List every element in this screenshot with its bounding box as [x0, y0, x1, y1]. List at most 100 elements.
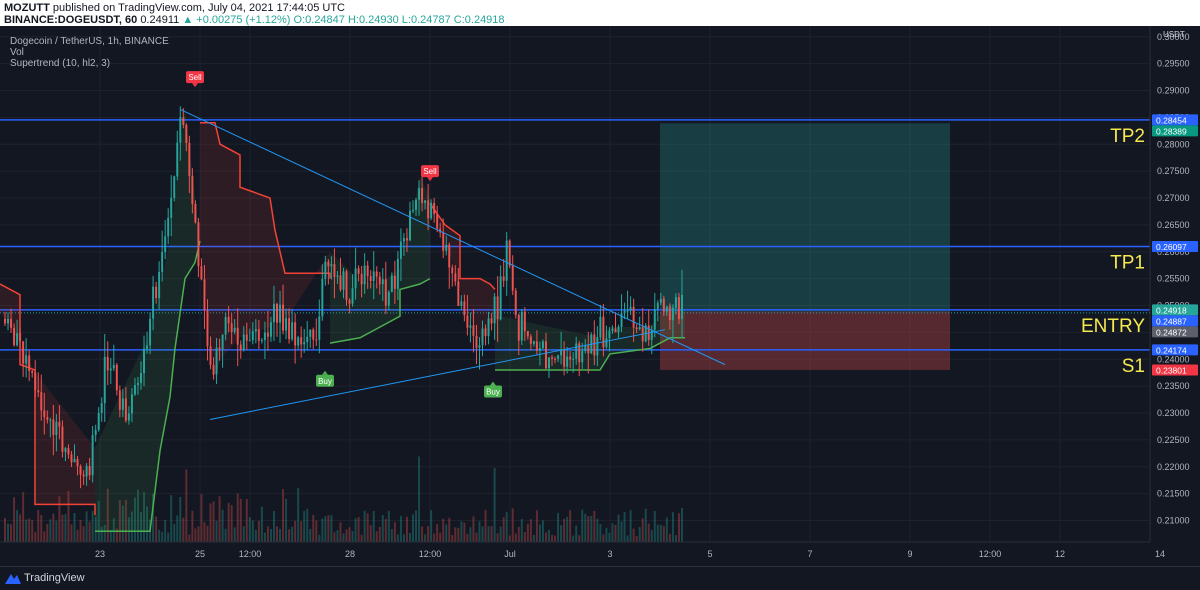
candle-body	[345, 271, 348, 301]
volume-bar	[514, 533, 517, 542]
volume-bar	[436, 524, 439, 542]
volume-bar	[182, 517, 185, 542]
author-name[interactable]: MOZUTT	[4, 2, 50, 14]
candle-body	[82, 474, 85, 477]
volume-bar	[575, 525, 578, 542]
signal-label: Sell	[423, 167, 437, 176]
volume-bar	[312, 514, 315, 542]
volume-bar	[360, 534, 363, 542]
candle-body	[143, 348, 146, 374]
volume-bar	[16, 510, 19, 542]
price-chart[interactable]: TP2 TP1 ENTRY S1 Sell Sell Buy Buy 0.30000 0.29…	[0, 26, 1200, 566]
volume-bar	[499, 526, 502, 542]
volume-bar	[554, 535, 557, 542]
volume-bar	[466, 533, 469, 542]
candle-body	[79, 466, 82, 475]
volume-bar	[121, 505, 124, 542]
candle-body	[656, 302, 659, 310]
volume-bar	[351, 531, 354, 542]
volume-bar	[650, 529, 653, 542]
volume-bar	[611, 523, 614, 542]
signal-badge	[421, 165, 439, 178]
volume-bar	[43, 531, 46, 542]
volume-bar	[306, 508, 309, 542]
candle-body	[532, 341, 535, 344]
price-label: 0.24174	[1156, 345, 1187, 355]
candle-body	[575, 343, 578, 359]
volume-bar	[608, 532, 611, 542]
price-tick-label: 0.27500	[1157, 166, 1190, 176]
volume-bar	[653, 510, 656, 542]
volume-bar	[677, 513, 680, 542]
volume-bar	[427, 526, 430, 542]
volume-bar	[106, 488, 109, 542]
price-label-badge	[1152, 304, 1198, 316]
candle-body	[596, 337, 599, 356]
volume-bar	[158, 529, 161, 542]
candle-body	[272, 303, 275, 323]
supertrend-fill	[330, 176, 430, 344]
candle-body	[215, 347, 218, 375]
volume-bar	[572, 535, 575, 542]
volume-bar	[396, 534, 399, 542]
tradingview-logo-icon[interactable]	[5, 572, 21, 584]
candle-body	[34, 372, 37, 391]
volume-bar	[251, 520, 254, 542]
volume-bar	[318, 534, 321, 542]
volume-bar	[578, 535, 581, 542]
volume-bar	[623, 512, 626, 542]
candle-body	[58, 421, 61, 427]
price-label: 0.23801	[1156, 365, 1187, 375]
candle-body	[224, 317, 227, 335]
time-tick-label: 9	[907, 549, 912, 559]
legend-indicator[interactable]: Supertrend (10, hl2, 3)	[10, 58, 111, 69]
candle-body	[348, 300, 351, 304]
signal-pointer	[427, 177, 433, 182]
candle-body	[230, 323, 233, 332]
candle-body	[584, 345, 587, 352]
candle-body	[529, 336, 532, 344]
candle-body	[544, 341, 547, 369]
candle-body	[424, 200, 427, 203]
candle-body	[460, 301, 463, 306]
volume-bar	[285, 498, 288, 542]
candle-body	[626, 310, 629, 312]
candle-body	[566, 356, 569, 367]
volume-bar	[647, 523, 650, 542]
candle-body	[309, 329, 312, 337]
volume-bar	[584, 513, 587, 542]
legend-volume[interactable]: Vol	[10, 47, 24, 58]
volume-bar	[366, 513, 369, 542]
candle-body	[297, 337, 300, 346]
volume-bar	[37, 509, 40, 542]
volume-bar	[260, 506, 263, 542]
volume-bar	[599, 524, 602, 542]
candle-body	[140, 373, 142, 383]
price-label-badge	[1152, 326, 1198, 338]
candle-body	[378, 276, 381, 285]
candle-body	[363, 265, 366, 285]
brand-name[interactable]: TradingView	[24, 572, 85, 584]
volume-bar	[55, 520, 58, 542]
candle-body	[133, 385, 136, 395]
candle-body	[665, 306, 668, 312]
legend-title[interactable]: Dogecoin / TetherUS, 1h, BINANCE	[10, 36, 169, 47]
volume-bar	[297, 488, 300, 542]
volume-bar	[339, 522, 342, 542]
volume-bar	[493, 468, 496, 542]
volume-bar	[279, 528, 282, 542]
candle-body	[194, 204, 197, 223]
candle-body	[221, 334, 224, 350]
volume-bar	[263, 532, 266, 542]
candle-body	[115, 364, 118, 391]
price-tick-label: 0.23500	[1157, 381, 1190, 391]
volume-bar	[445, 524, 448, 542]
candle-body	[475, 335, 478, 348]
volume-bar	[70, 524, 73, 542]
candle-body	[433, 203, 436, 215]
price-label-badge	[1152, 364, 1198, 376]
candle-body	[25, 355, 28, 364]
candle-body	[617, 326, 620, 333]
candle-body	[541, 341, 544, 349]
candle-body	[366, 265, 369, 277]
